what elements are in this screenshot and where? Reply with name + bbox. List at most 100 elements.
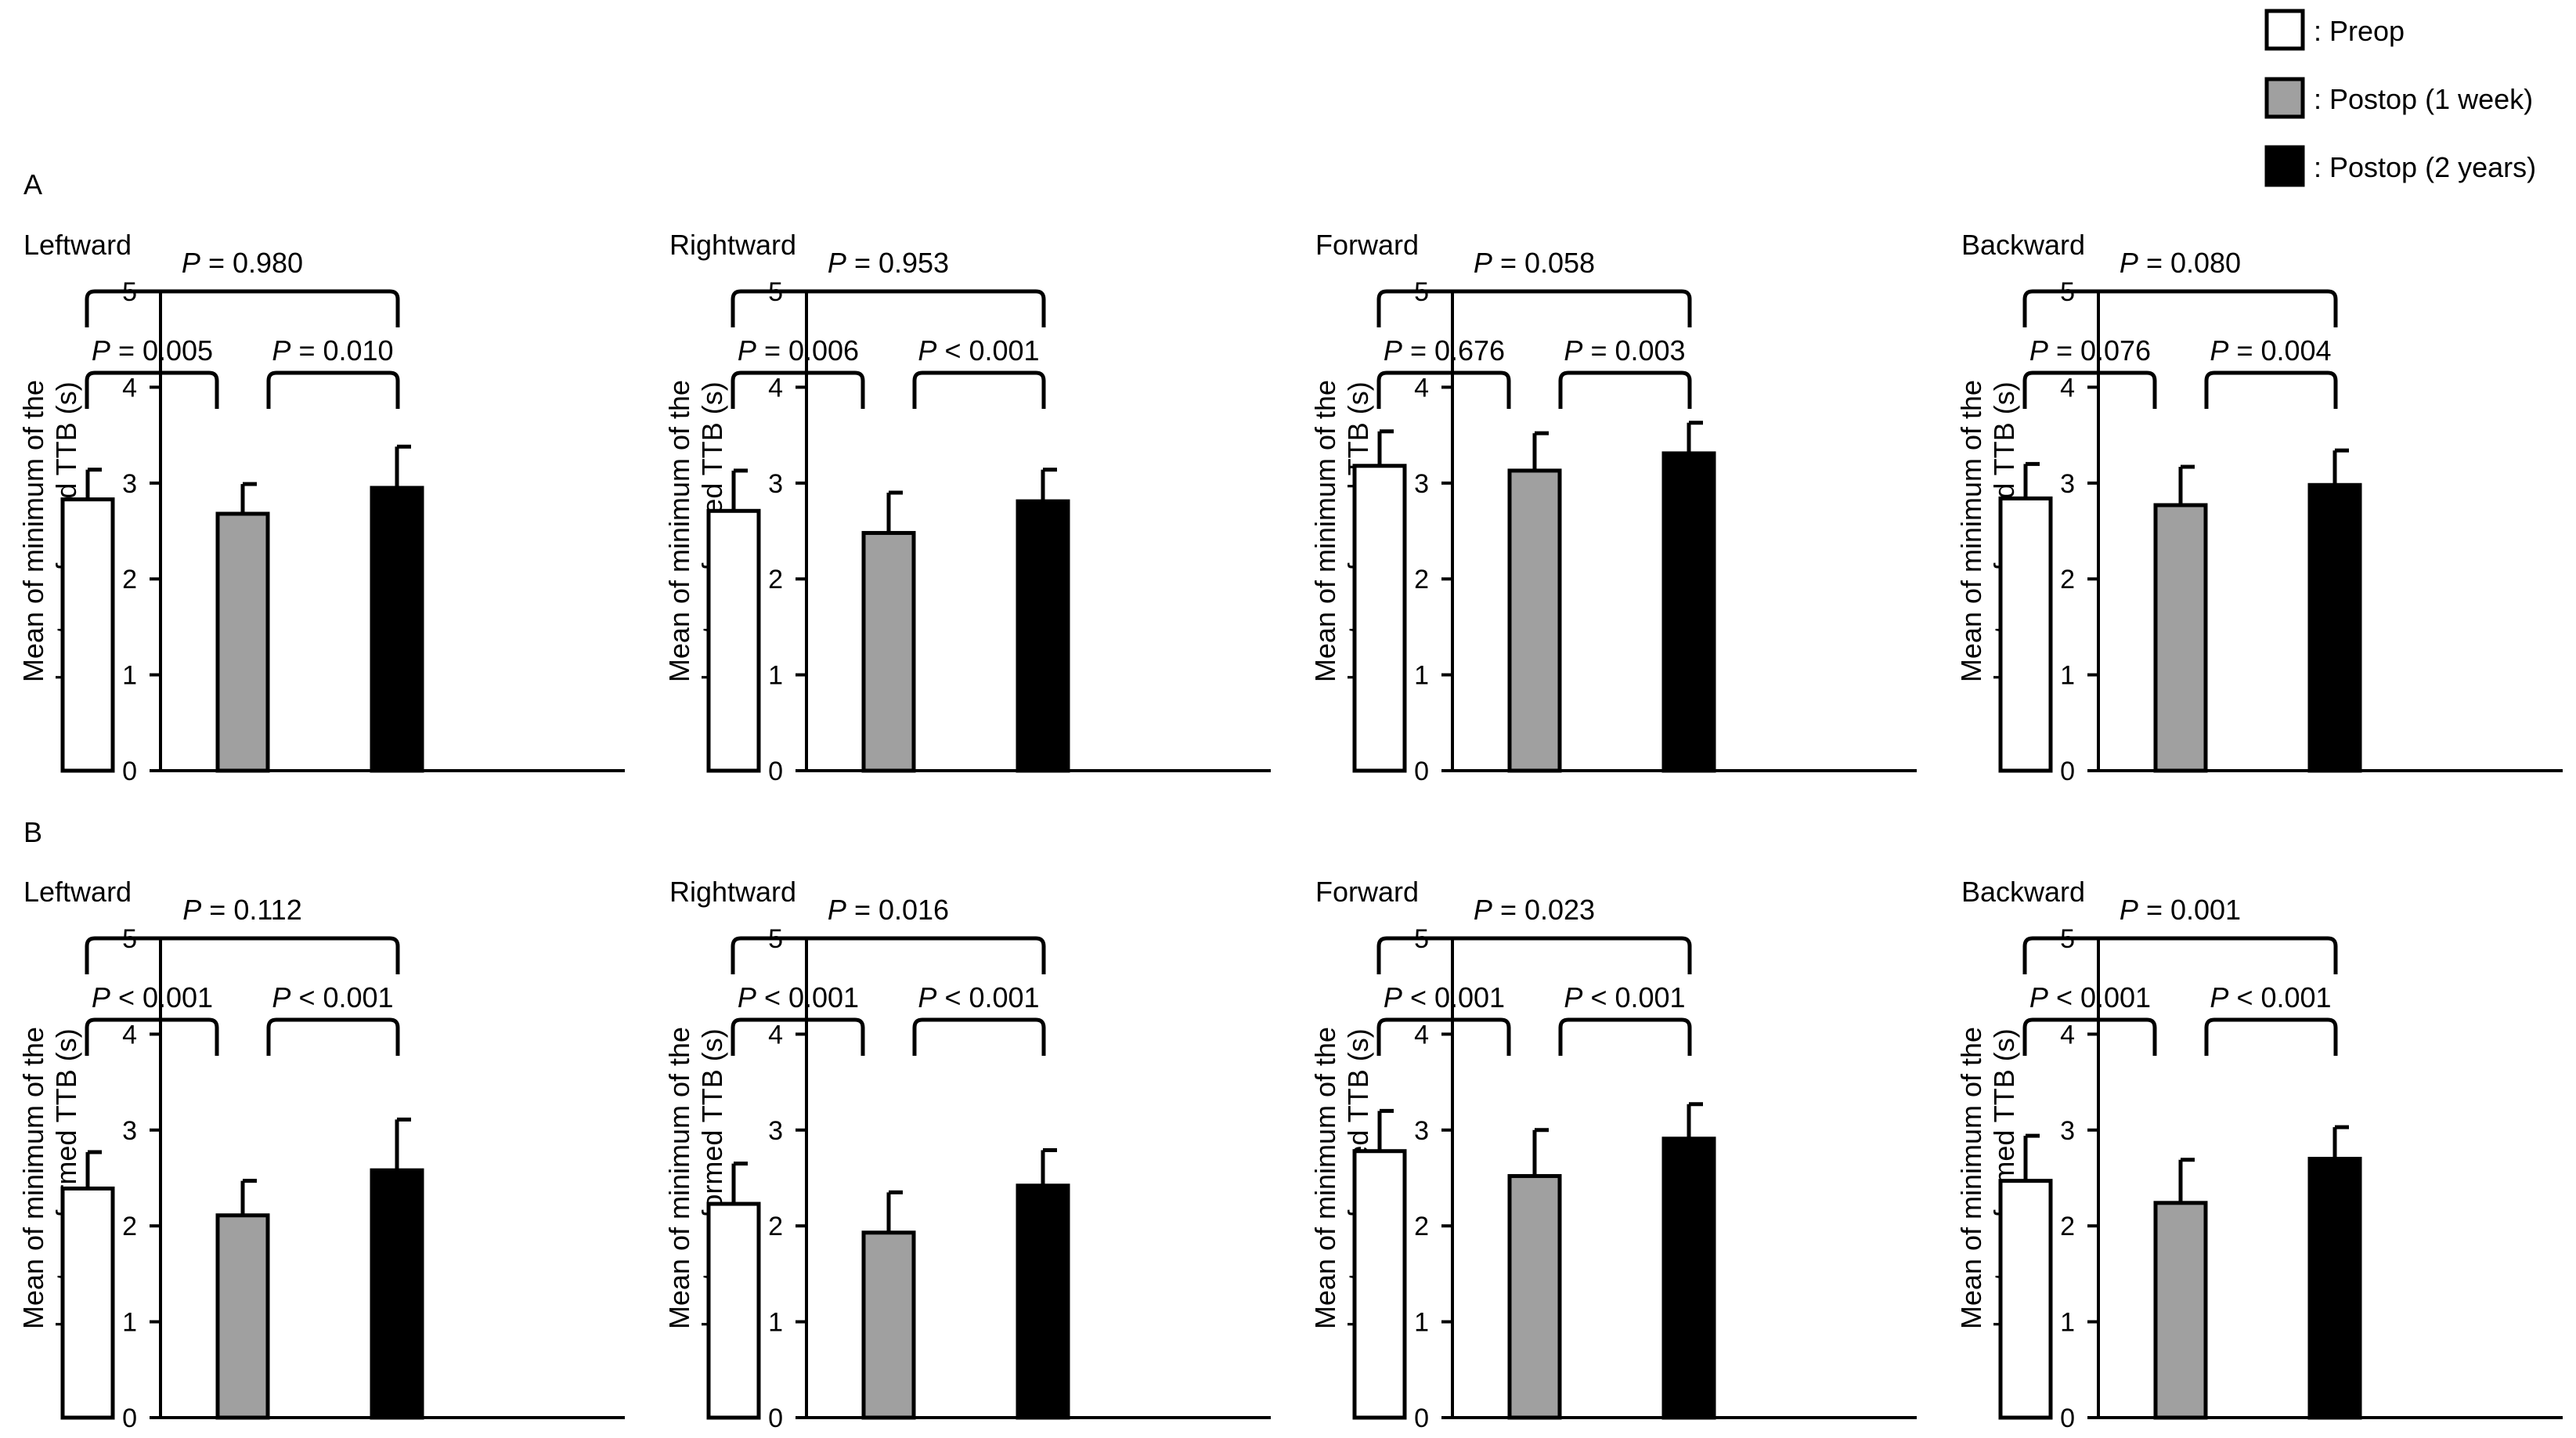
chart-2-p-left: P = 0.006: [738, 334, 859, 367]
chart-7-p-right: P < 0.001: [1564, 981, 1685, 1013]
chart-8-y-tick-3: 3: [2060, 1116, 2075, 1146]
chart-6-title: Rightward: [669, 876, 796, 908]
chart-5-p-right: P < 0.001: [272, 981, 393, 1013]
chart-2-y-tick-0: 0: [768, 757, 783, 786]
chart-3-y-label-line-1: Mean of minimum of the: [1309, 380, 1341, 682]
chart-5-bar-2: [215, 1213, 270, 1420]
chart-5-bracket-left: [85, 1017, 219, 1057]
chart-6-bar-2: [861, 1230, 916, 1420]
chart-5-p-left-value: < 0.001: [118, 981, 213, 1013]
chart-3-y-tick-1: 1: [1414, 661, 1429, 691]
chart-8-bar-2: [2153, 1201, 2208, 1420]
chart-7-bar-2: [1507, 1174, 1562, 1420]
chart-1-p-left-value: 0.005: [143, 334, 213, 367]
chart-4-p-left-value: 0.076: [2080, 334, 2151, 367]
chart-4-p-left: P = 0.076: [2029, 334, 2151, 367]
chart-3-bar-1: [1352, 464, 1407, 773]
legend-label-2: : Postop (1 week): [2314, 83, 2533, 115]
chart-2-bracket-right: [912, 370, 1046, 410]
chart-7-bracket-left: [1376, 1017, 1511, 1057]
chart-2-y-tick-1: 1: [768, 661, 783, 691]
chart-5-bar-1: [60, 1186, 115, 1420]
chart-3-bracket-top: [1376, 289, 1692, 327]
legend-swatch-2: [2264, 77, 2305, 119]
chart-4-y-tick-2: 2: [2060, 565, 2075, 594]
chart-2-y-tick-4: 4: [768, 373, 783, 403]
chart-6-y-tick-1: 1: [768, 1308, 783, 1338]
chart-4-bracket-top: [2022, 289, 2338, 327]
chart-1-y-label-line-1: Mean of minimum of the: [17, 380, 49, 682]
chart-8-bar-3: [2307, 1157, 2362, 1420]
legend-label-3: : Postop (2 years): [2314, 151, 2536, 183]
chart-8-y-tick-4: 4: [2060, 1020, 2075, 1050]
chart-7-y-label-line-1: Mean of minimum of the: [1309, 1027, 1341, 1329]
chart-8-p-left: P < 0.001: [2029, 981, 2151, 1013]
chart-7-y-tick-2: 2: [1414, 1212, 1429, 1241]
chart-8-bracket-top: [2022, 936, 2338, 974]
chart-2-bracket-left: [731, 370, 865, 410]
chart-6-bar-3: [1016, 1183, 1070, 1420]
chart-2-bar-1: [706, 508, 761, 773]
chart-3-y-tick-2: 2: [1414, 565, 1429, 594]
chart-7-bracket-right: [1558, 1017, 1692, 1057]
chart-5-bar-3: [370, 1168, 424, 1420]
chart-4-bracket-right: [2204, 370, 2338, 410]
chart-5-title: Leftward: [23, 876, 132, 908]
chart-4-bar-1: [1998, 496, 2053, 773]
chart-7-y-tick-0: 0: [1414, 1404, 1429, 1433]
chart-5-y-tick-4: 4: [122, 1020, 137, 1050]
chart-4-p-top: P = 0.080: [2120, 247, 2241, 279]
chart-8-bracket-left: [2022, 1017, 2157, 1057]
chart-6-y-tick-2: 2: [768, 1212, 783, 1241]
chart-7-p-left-value: < 0.001: [1410, 981, 1505, 1013]
chart-7-y-tick-4: 4: [1414, 1020, 1429, 1050]
chart-7-bar-3: [1661, 1136, 1716, 1420]
chart-5-y-label-line-1: Mean of minimum of the: [17, 1027, 49, 1329]
chart-4-y-label-line-1: Mean of minimum of the: [1955, 380, 1987, 682]
chart-1-y-tick-4: 4: [122, 373, 137, 403]
chart-3-bracket-right: [1558, 370, 1692, 410]
chart-6-y-tick-3: 3: [768, 1116, 783, 1146]
legend-label-1: : Preop: [2314, 15, 2405, 47]
chart-1-bracket-right: [266, 370, 400, 410]
chart-2-p-right-value: < 0.001: [944, 334, 1039, 367]
legend-swatch-1: [2264, 9, 2305, 51]
chart-4-title: Backward: [1961, 229, 2085, 261]
chart-5-y-tick-0: 0: [122, 1404, 137, 1433]
chart-4-p-top-value: 0.080: [2170, 247, 2241, 279]
chart-2-y-tick-3: 3: [768, 469, 783, 499]
chart-4-bar-3: [2307, 482, 2362, 773]
chart-3-title: Forward: [1315, 229, 1419, 261]
chart-3-p-right-value: 0.003: [1615, 334, 1685, 367]
chart-6-p-right: P < 0.001: [918, 981, 1039, 1013]
chart-3-p-left: P = 0.676: [1384, 334, 1505, 367]
chart-6-p-right-value: < 0.001: [944, 981, 1039, 1013]
chart-1-p-top-value: 0.980: [233, 247, 303, 279]
chart-2-y-tick-2: 2: [768, 565, 783, 594]
legend: : Preop : Postop (1 week) : Postop (2 year…: [2264, 9, 2536, 187]
chart-3-bracket-left: [1376, 370, 1511, 410]
chart-5-p-top-value: 0.112: [233, 894, 301, 926]
chart-7-y-tick-1: 1: [1414, 1308, 1429, 1338]
chart-1-p-left: P = 0.005: [92, 334, 213, 367]
chart-1-bracket-top: [85, 289, 400, 327]
chart-5-p-right-value: < 0.001: [298, 981, 393, 1013]
chart-4-p-right: P = 0.004: [2210, 334, 2331, 367]
chart-1-y-tick-2: 2: [122, 565, 137, 594]
chart-3-y-tick-4: 4: [1414, 373, 1429, 403]
chart-2-bar-2: [861, 530, 916, 773]
chart-6-p-left: P < 0.001: [738, 981, 859, 1013]
row-label-b: B: [23, 816, 42, 848]
chart-7-p-top: P = 0.023: [1474, 894, 1595, 926]
chart-3-p-left-value: 0.676: [1434, 334, 1505, 367]
chart-4-y-tick-1: 1: [2060, 661, 2075, 691]
chart-7-title: Forward: [1315, 876, 1419, 908]
legend-swatch-3: [2264, 145, 2305, 187]
chart-3-p-top: P = 0.058: [1474, 247, 1595, 279]
